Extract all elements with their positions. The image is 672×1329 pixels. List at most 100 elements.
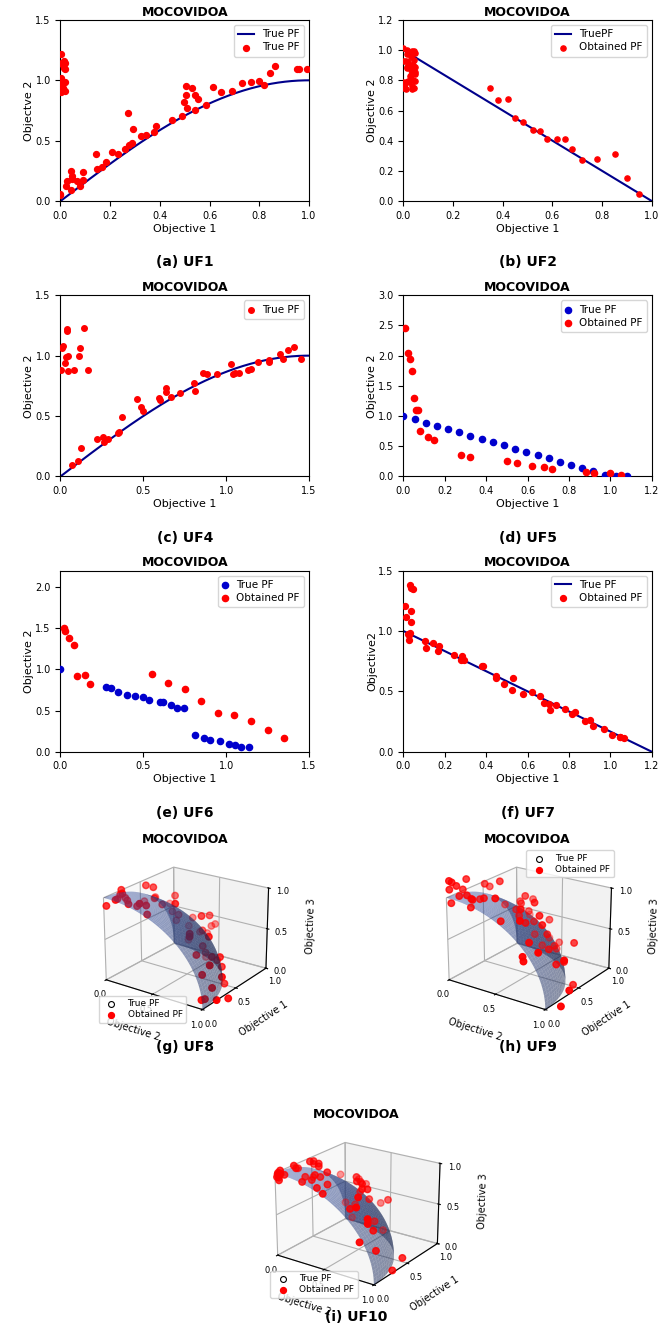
Obtained PF: [407, 43, 418, 64]
Obtained PF: [405, 622, 415, 643]
Obtained PF: [262, 719, 273, 740]
Obtained PF: [196, 690, 207, 711]
Obtained PF: [398, 51, 409, 72]
Text: (a) UF1: (a) UF1: [156, 255, 214, 270]
True PF: [165, 387, 176, 408]
Obtained PF: [517, 112, 528, 133]
Obtained PF: [402, 56, 413, 77]
Obtained PF: [408, 54, 419, 76]
True PF: [610, 465, 621, 486]
True PF: [56, 44, 67, 65]
True PF: [127, 133, 138, 154]
Obtained PF: [570, 702, 581, 723]
True PF: [179, 92, 190, 113]
Obtained PF: [406, 40, 417, 61]
Obtained PF: [407, 360, 417, 381]
True PF: [400, 623, 408, 639]
Obtained PF: [560, 698, 571, 719]
True PF: [137, 400, 148, 421]
Obtained PF: [491, 667, 501, 688]
Obtained PF: [477, 655, 488, 676]
Obtained PF: [413, 399, 423, 420]
Y-axis label: Objective 2: Objective 2: [367, 354, 377, 417]
True PF: [204, 730, 215, 751]
Obtained PF: [401, 40, 412, 61]
True PF: [566, 455, 577, 476]
True PF: [122, 684, 132, 706]
Obtained PF: [560, 128, 571, 149]
Obtained PF: [512, 452, 523, 473]
Title: MOCOVIDOA: MOCOVIDOA: [141, 282, 228, 294]
True PF: [190, 724, 201, 746]
Obtained PF: [409, 64, 420, 85]
Obtained PF: [410, 61, 421, 82]
True PF: [588, 461, 599, 482]
Obtained PF: [406, 65, 417, 86]
True PF: [98, 427, 109, 448]
True PF: [55, 183, 66, 205]
True PF: [181, 74, 192, 96]
Y-axis label: Objective 2: Objective 2: [24, 354, 34, 417]
Obtained PF: [539, 692, 550, 714]
Obtained PF: [163, 672, 173, 694]
True PF: [155, 389, 165, 411]
Text: (f) UF7: (f) UF7: [501, 807, 554, 820]
Obtained PF: [72, 666, 83, 687]
Obtained PF: [615, 726, 626, 747]
True PF: [246, 72, 257, 93]
True PF: [208, 94, 216, 110]
Obtained PF: [517, 683, 528, 704]
Obtained PF: [407, 74, 417, 96]
Obtained PF: [85, 674, 95, 695]
Obtained PF: [402, 57, 413, 78]
TruePF: [609, 169, 617, 185]
True PF: [269, 56, 280, 77]
True PF: [398, 405, 409, 427]
Obtained PF: [179, 678, 190, 699]
TruePF: [399, 43, 407, 58]
True PF: [431, 415, 442, 436]
Obtained PF: [493, 89, 503, 110]
Obtained PF: [580, 461, 591, 482]
Title: MOCOVIDOA: MOCOVIDOA: [141, 5, 228, 19]
Y-axis label: Objective 1: Objective 1: [237, 999, 290, 1038]
True PF: [180, 84, 191, 105]
True PF: [60, 352, 71, 373]
True PF: [56, 73, 67, 94]
True PF: [226, 80, 237, 101]
True PF: [155, 691, 165, 712]
Legend: True PF: True PF: [245, 300, 304, 319]
True PF: [67, 165, 77, 186]
Obtained PF: [567, 138, 578, 159]
Obtained PF: [614, 727, 625, 748]
Obtained PF: [456, 445, 467, 466]
Obtained PF: [592, 149, 603, 170]
True PF: [204, 96, 212, 112]
Legend: True PF, Obtained PF: True PF, Obtained PF: [561, 300, 646, 332]
Obtained PF: [552, 128, 562, 149]
Obtained PF: [535, 121, 546, 142]
Obtained PF: [406, 47, 417, 68]
X-axis label: Objective 1: Objective 1: [153, 223, 216, 234]
True PF: [71, 170, 82, 191]
True PF: [188, 372, 199, 393]
True PF: [56, 193, 65, 209]
True PF: [465, 425, 476, 447]
True PF: [230, 361, 241, 383]
Obtained PF: [508, 667, 519, 688]
True PF: [73, 451, 83, 472]
True PF: [112, 423, 123, 444]
Title: MOCOVIDOA: MOCOVIDOA: [485, 833, 571, 847]
Obtained PF: [411, 399, 421, 420]
Obtained PF: [477, 655, 488, 676]
Title: MOCOVIDOA: MOCOVIDOA: [485, 557, 571, 569]
Obtained PF: [433, 641, 444, 662]
Obtained PF: [458, 650, 469, 671]
True PF: [622, 465, 632, 486]
True PF: [161, 381, 171, 403]
Obtained PF: [146, 663, 157, 684]
True PF: [136, 126, 146, 148]
True PF: [172, 698, 183, 719]
Obtained PF: [415, 420, 425, 441]
Obtained PF: [407, 78, 418, 100]
